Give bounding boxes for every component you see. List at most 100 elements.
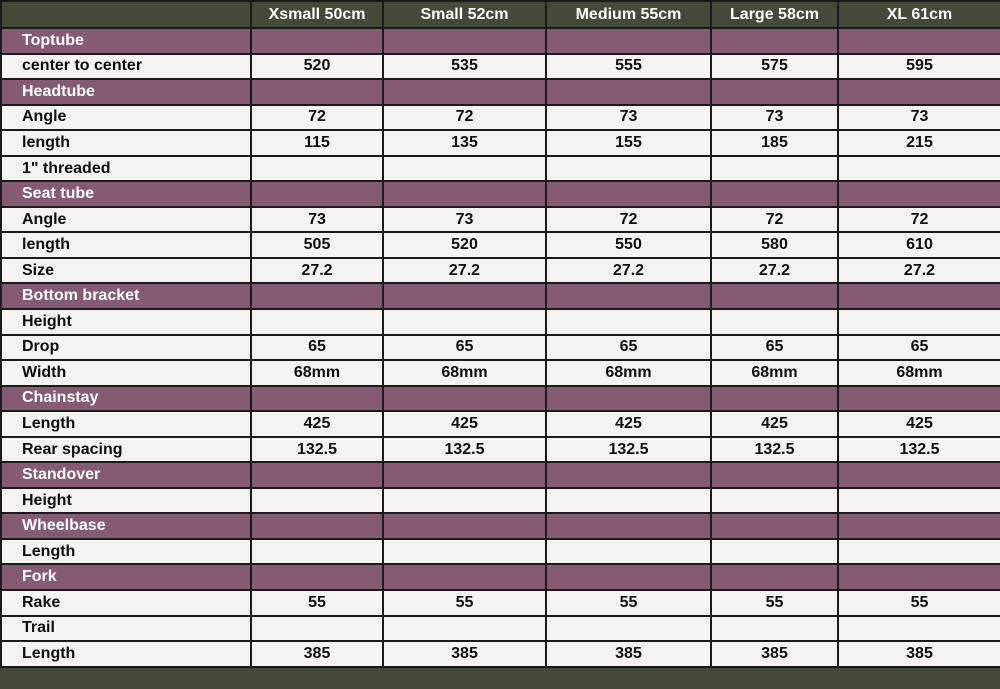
- cell-value: 73: [382, 205, 547, 234]
- cell-value: 72: [250, 103, 384, 132]
- cell-value: 55: [382, 589, 547, 617]
- spec-row: Length 425 425 425 425 425: [0, 410, 1000, 438]
- cell-value: [382, 537, 547, 566]
- cell-value: [250, 461, 384, 489]
- cell-value: 68mm: [382, 359, 547, 387]
- footer-bar: [0, 668, 1000, 689]
- cell-value: [837, 563, 1000, 592]
- cell-value: 385: [250, 640, 384, 668]
- cell-value: [837, 282, 1000, 310]
- geometry-table: Xsmall 50cm Small 52cm Medium 55cm Large 58…: [0, 0, 1000, 668]
- cell-value: [250, 27, 384, 55]
- cell-value: [382, 614, 547, 643]
- cell-value: 535: [382, 52, 547, 81]
- cell-value: 580: [710, 231, 839, 259]
- spec-row: Drop 65 65 65 65 65: [0, 333, 1000, 362]
- cell-value: [250, 154, 384, 183]
- section-row: Seat tube: [0, 180, 1000, 208]
- cell-value: [710, 154, 839, 183]
- cell-value: 595: [837, 52, 1000, 81]
- spec-row: Height: [0, 308, 1000, 336]
- cell-value: [545, 308, 712, 336]
- section-label: Chainstay: [0, 384, 252, 413]
- section-label: Headtube: [0, 78, 252, 106]
- cell-value: [710, 384, 839, 413]
- column-header-2: Small 52cm: [382, 0, 547, 29]
- row-label: Drop: [0, 333, 252, 362]
- cell-value: [710, 512, 839, 540]
- cell-value: 68mm: [250, 359, 384, 387]
- spec-row: center to center 520 535 555 575 595: [0, 52, 1000, 81]
- section-label: Fork: [0, 563, 252, 592]
- cell-value: 115: [250, 129, 384, 157]
- cell-value: 27.2: [710, 256, 839, 285]
- cell-value: 385: [545, 640, 712, 668]
- cell-value: [382, 282, 547, 310]
- cell-value: [710, 180, 839, 208]
- section-label: Seat tube: [0, 180, 252, 208]
- cell-value: 520: [382, 231, 547, 259]
- row-label: Trail: [0, 614, 252, 643]
- header-row: Xsmall 50cm Small 52cm Medium 55cm Large 58…: [0, 0, 1000, 29]
- spec-row: Size 27.2 27.2 27.2 27.2 27.2: [0, 256, 1000, 285]
- cell-value: [382, 27, 547, 55]
- spec-row: length 505 520 550 580 610: [0, 231, 1000, 259]
- cell-value: 555: [545, 52, 712, 81]
- cell-value: 27.2: [250, 256, 384, 285]
- spec-row: Angle 73 73 72 72 72: [0, 205, 1000, 234]
- cell-value: 132.5: [545, 435, 712, 464]
- cell-value: [837, 78, 1000, 106]
- spec-row: Rear spacing 132.5 132.5 132.5 132.5 132.5: [0, 435, 1000, 464]
- cell-value: 425: [545, 410, 712, 438]
- cell-value: [382, 563, 547, 592]
- section-label: Bottom bracket: [0, 282, 252, 310]
- cell-value: 550: [545, 231, 712, 259]
- cell-value: 132.5: [250, 435, 384, 464]
- section-row: Headtube: [0, 78, 1000, 106]
- row-label: Angle: [0, 103, 252, 132]
- cell-value: [837, 512, 1000, 540]
- cell-value: [710, 282, 839, 310]
- spec-row: Length 385 385 385 385 385: [0, 640, 1000, 668]
- cell-value: 55: [837, 589, 1000, 617]
- spec-row: length 115 135 155 185 215: [0, 129, 1000, 157]
- cell-value: [837, 486, 1000, 515]
- cell-value: [545, 512, 712, 540]
- section-row: Chainstay: [0, 384, 1000, 413]
- cell-value: 185: [710, 129, 839, 157]
- spec-row: Height: [0, 486, 1000, 515]
- cell-value: 425: [710, 410, 839, 438]
- cell-value: [382, 154, 547, 183]
- row-label: Size: [0, 256, 252, 285]
- cell-value: [710, 461, 839, 489]
- cell-value: [545, 614, 712, 643]
- cell-value: [545, 486, 712, 515]
- cell-value: [545, 461, 712, 489]
- cell-value: 73: [837, 103, 1000, 132]
- section-label: Wheelbase: [0, 512, 252, 540]
- row-label: Length: [0, 640, 252, 668]
- cell-value: [837, 461, 1000, 489]
- spec-row: Rake 55 55 55 55 55: [0, 589, 1000, 617]
- cell-value: [545, 384, 712, 413]
- cell-value: 68mm: [545, 359, 712, 387]
- cell-value: [250, 384, 384, 413]
- cell-value: [382, 486, 547, 515]
- cell-value: [837, 154, 1000, 183]
- cell-value: 27.2: [382, 256, 547, 285]
- section-row: Toptube: [0, 27, 1000, 55]
- column-header-3: Medium 55cm: [545, 0, 712, 29]
- cell-value: 73: [710, 103, 839, 132]
- cell-value: 72: [382, 103, 547, 132]
- cell-value: 155: [545, 129, 712, 157]
- cell-value: [250, 78, 384, 106]
- row-label: Height: [0, 486, 252, 515]
- cell-value: [382, 180, 547, 208]
- cell-value: [545, 537, 712, 566]
- cell-value: 72: [710, 205, 839, 234]
- cell-value: [710, 308, 839, 336]
- cell-value: 610: [837, 231, 1000, 259]
- cell-value: [545, 27, 712, 55]
- column-header-4: Large 58cm: [710, 0, 839, 29]
- cell-value: 68mm: [710, 359, 839, 387]
